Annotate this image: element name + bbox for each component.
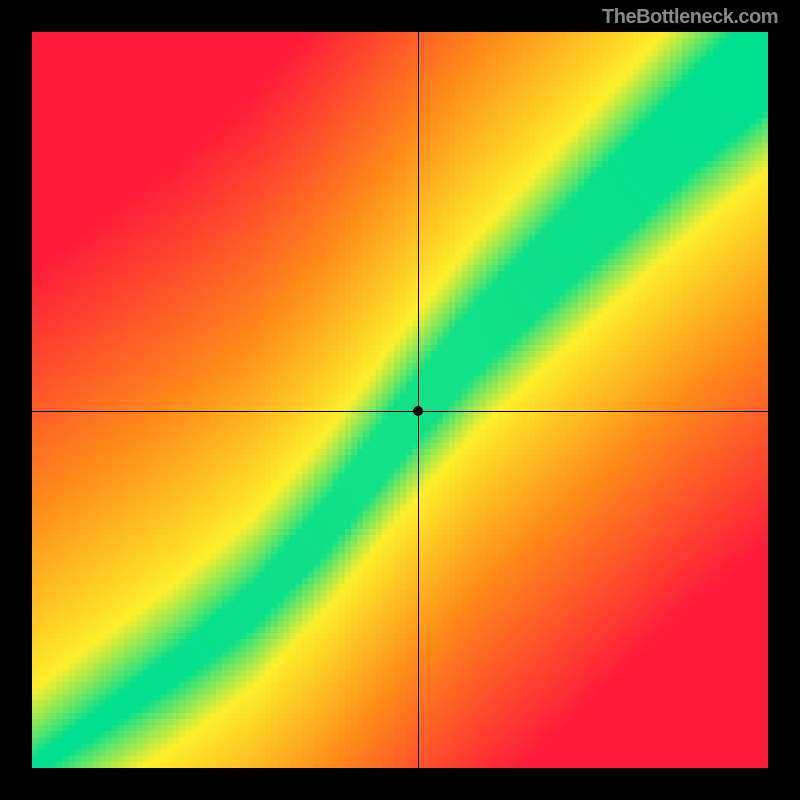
watermark-text: TheBottleneck.com (602, 6, 778, 29)
crosshair-horizontal (32, 411, 768, 412)
data-point-marker (413, 406, 423, 416)
crosshair-vertical (418, 32, 419, 768)
heatmap-plot (32, 32, 768, 768)
heatmap-canvas (32, 32, 768, 768)
